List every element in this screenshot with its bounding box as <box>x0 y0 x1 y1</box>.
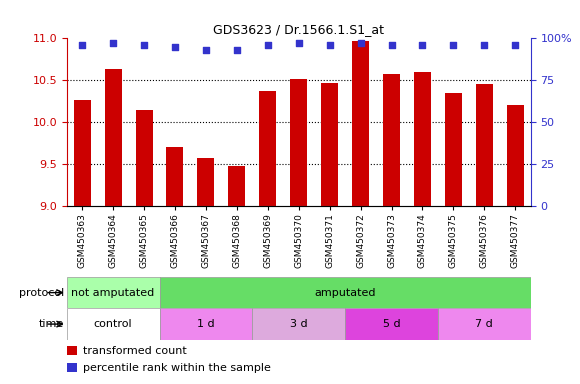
Bar <box>160 277 531 308</box>
Bar <box>67 277 160 308</box>
Point <box>78 42 87 48</box>
Text: transformed count: transformed count <box>83 346 187 356</box>
Title: GDS3623 / Dr.1566.1.S1_at: GDS3623 / Dr.1566.1.S1_at <box>213 23 384 36</box>
Text: 5 d: 5 d <box>383 319 400 329</box>
Text: amputated: amputated <box>314 288 376 298</box>
Point <box>263 42 273 48</box>
Point <box>480 42 489 48</box>
Point <box>232 47 241 53</box>
Bar <box>136 109 153 206</box>
Bar <box>352 41 369 206</box>
Bar <box>476 84 493 206</box>
Bar <box>445 93 462 206</box>
Text: protocol: protocol <box>19 288 64 298</box>
Point <box>171 44 180 50</box>
Point <box>294 40 303 46</box>
Point <box>510 42 520 48</box>
Text: 3 d: 3 d <box>290 319 307 329</box>
Text: not amputated: not amputated <box>71 288 155 298</box>
Bar <box>104 70 122 206</box>
Bar <box>507 105 524 206</box>
Bar <box>229 167 245 206</box>
Bar <box>160 308 252 340</box>
Point <box>356 40 365 46</box>
Point <box>449 42 458 48</box>
Bar <box>414 72 431 206</box>
Bar <box>197 158 215 206</box>
Bar <box>259 91 276 206</box>
Point <box>418 42 427 48</box>
Point <box>139 42 148 48</box>
Bar <box>438 308 531 340</box>
Text: 7 d: 7 d <box>476 319 493 329</box>
Text: 1 d: 1 d <box>197 319 215 329</box>
Bar <box>383 74 400 206</box>
Bar <box>290 79 307 206</box>
Bar <box>321 83 338 206</box>
Bar <box>67 308 160 340</box>
Point <box>108 40 118 46</box>
Bar <box>166 147 183 206</box>
Text: percentile rank within the sample: percentile rank within the sample <box>83 362 271 372</box>
Bar <box>252 308 345 340</box>
Bar <box>345 308 438 340</box>
Point <box>387 42 396 48</box>
Point <box>201 47 211 53</box>
Text: control: control <box>94 319 132 329</box>
Bar <box>74 99 90 206</box>
Point <box>325 42 334 48</box>
Text: time: time <box>38 319 64 329</box>
